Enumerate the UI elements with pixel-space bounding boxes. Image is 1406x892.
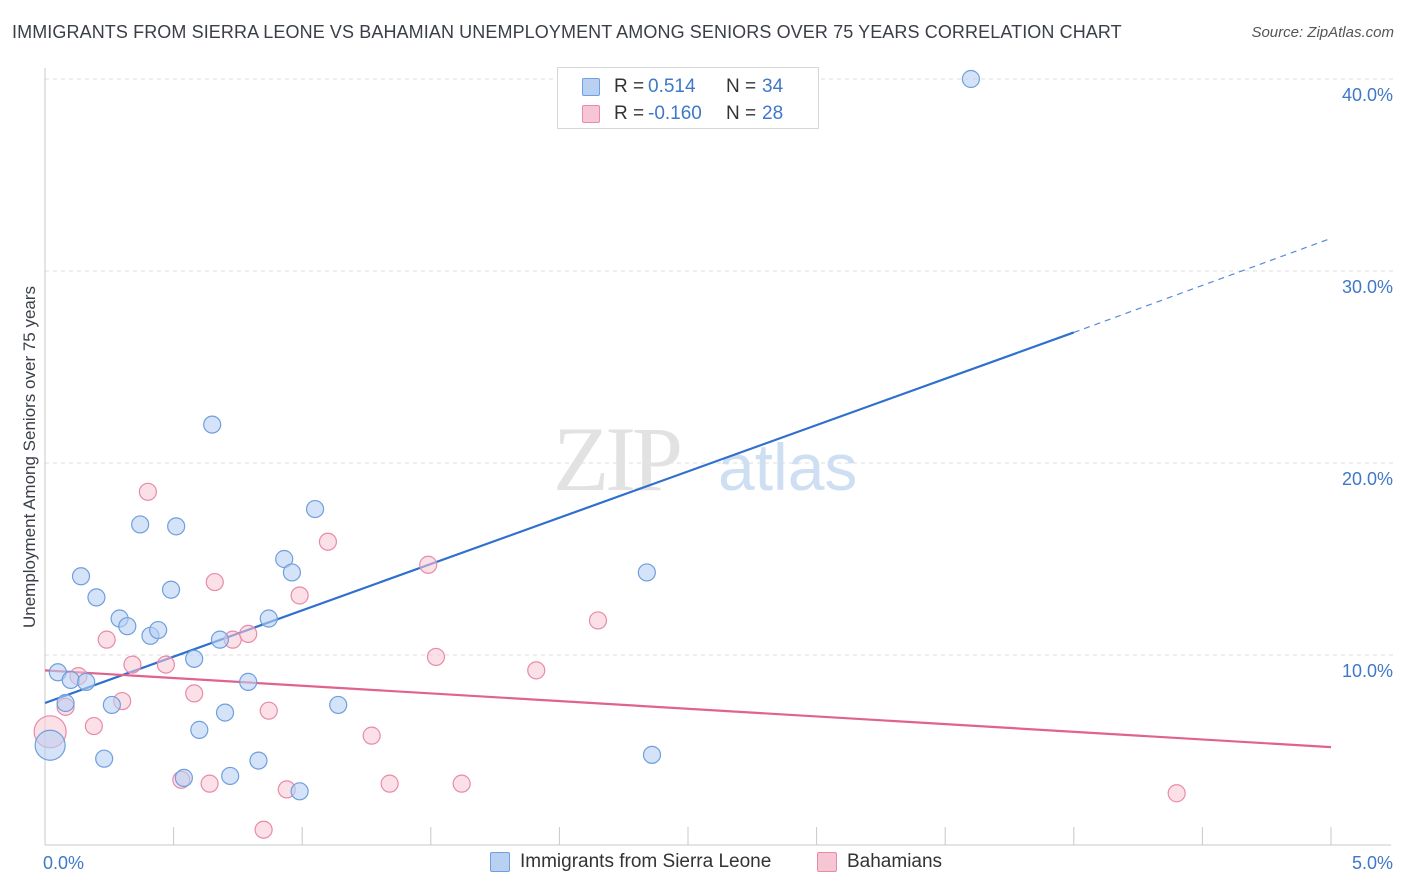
- point-sierra-leone: [102, 695, 121, 715]
- trend-line-bahamians: [44, 669, 1332, 749]
- point-sierra-leone: [259, 609, 278, 628]
- point-bahamians: [254, 820, 273, 839]
- legend-n-label: N =: [726, 103, 757, 124]
- point-sierra-leone: [282, 563, 302, 582]
- legend-n-value: 28: [762, 103, 784, 124]
- legend-row-sierra-leone: R = 0.514 N = 34: [582, 75, 783, 99]
- watermark-zip: ZIP: [553, 408, 680, 510]
- point-sierra-leone: [61, 670, 80, 690]
- point-sierra-leone: [215, 703, 235, 722]
- point-sierra-leone: [118, 617, 137, 636]
- bottom-legend-swatch-pink: [817, 852, 837, 872]
- correlation-legend: R = 0.514 N = 34 R = -0.160 N = 28: [557, 67, 819, 129]
- x-tick-label: 0.0%: [43, 853, 84, 873]
- data-points: [33, 69, 1186, 839]
- point-sierra-leone: [34, 729, 66, 761]
- bottom-legend-swatch-blue: [490, 852, 510, 872]
- point-bahamians: [200, 774, 219, 793]
- legend-swatch-blue: [582, 78, 600, 96]
- point-bahamians: [123, 655, 142, 674]
- legend-n-value: 34: [762, 76, 784, 97]
- y-tick-label: 30.0%: [1342, 277, 1393, 297]
- point-bahamians: [426, 647, 446, 667]
- point-sierra-leone: [290, 782, 309, 801]
- legend-row-bahamians: R = -0.160 N = 28: [582, 102, 783, 126]
- legend-r-value: 0.514: [648, 76, 696, 97]
- point-sierra-leone: [185, 649, 204, 668]
- y-tick-label: 20.0%: [1342, 469, 1393, 489]
- point-sierra-leone: [275, 549, 294, 569]
- x-tick-label: 5.0%: [1352, 853, 1393, 873]
- tick-labels: 10.0% 20.0% 30.0% 40.0% 0.0% 5.0%: [43, 85, 1393, 873]
- point-sierra-leone: [149, 620, 168, 640]
- point-sierra-leone: [203, 415, 222, 434]
- trend-line-extrapolated: [1073, 237, 1332, 334]
- point-bahamians: [318, 532, 338, 551]
- point-bahamians: [97, 630, 116, 649]
- point-sierra-leone: [221, 766, 240, 786]
- point-bahamians: [239, 624, 258, 643]
- point-bahamians: [290, 586, 309, 605]
- legend-r-label: R =: [614, 103, 645, 124]
- watermark: ZIP atlas: [553, 408, 857, 510]
- chart-title: IMMIGRANTS FROM SIERRA LEONE VS BAHAMIAN…: [12, 22, 1122, 42]
- point-bahamians: [138, 482, 157, 501]
- point-bahamians: [1167, 784, 1186, 803]
- point-bahamians: [205, 572, 224, 592]
- point-bahamians: [380, 774, 399, 793]
- point-bahamians: [185, 684, 204, 703]
- trend-lines: [44, 237, 1332, 749]
- y-tick-label: 40.0%: [1342, 85, 1393, 105]
- point-sierra-leone: [190, 720, 209, 739]
- point-bahamians: [452, 774, 471, 793]
- point-sierra-leone: [239, 672, 258, 691]
- point-sierra-leone: [329, 695, 348, 715]
- point-bahamians: [588, 611, 608, 630]
- grid-lines: [45, 78, 1395, 656]
- legend-r-label: R =: [614, 76, 645, 97]
- point-sierra-leone: [174, 768, 193, 787]
- point-bahamians: [419, 555, 438, 574]
- point-sierra-leone: [131, 515, 150, 534]
- y-tick-label: 10.0%: [1342, 661, 1393, 681]
- legend-swatch-pink: [582, 105, 600, 123]
- point-sierra-leone: [56, 693, 75, 713]
- point-sierra-leone: [210, 630, 229, 649]
- point-sierra-leone: [161, 580, 181, 599]
- point-sierra-leone: [637, 563, 656, 582]
- point-sierra-leone: [95, 749, 114, 768]
- point-sierra-leone: [961, 69, 981, 89]
- point-sierra-leone: [305, 499, 325, 519]
- bottom-legend-label: Immigrants from Sierra Leone: [520, 851, 772, 872]
- bottom-legend-label: Bahamians: [847, 851, 943, 872]
- point-bahamians: [84, 716, 103, 736]
- point-bahamians: [527, 661, 546, 680]
- y-axis-label: Unemployment Among Seniors over 75 years: [20, 286, 39, 628]
- point-sierra-leone: [642, 745, 662, 764]
- bottom-legend-bahamians: Bahamians: [817, 851, 942, 873]
- point-bahamians: [156, 655, 175, 674]
- point-bahamians: [362, 726, 381, 745]
- source-label: Source: ZipAtlas.com: [1251, 24, 1394, 41]
- point-sierra-leone: [249, 751, 268, 770]
- legend-n-label: N =: [726, 76, 757, 97]
- watermark-atlas: atlas: [718, 430, 857, 504]
- point-sierra-leone: [87, 588, 106, 607]
- point-sierra-leone: [167, 517, 186, 536]
- point-bahamians: [259, 701, 278, 720]
- legend-r-value: -0.160: [648, 103, 702, 124]
- trend-line-sierra-leone: [44, 331, 1075, 705]
- axes: [44, 68, 1391, 846]
- point-sierra-leone: [71, 567, 91, 586]
- point-sierra-leone: [77, 672, 96, 691]
- bottom-legend-sierra-leone: Immigrants from Sierra Leone: [490, 851, 771, 873]
